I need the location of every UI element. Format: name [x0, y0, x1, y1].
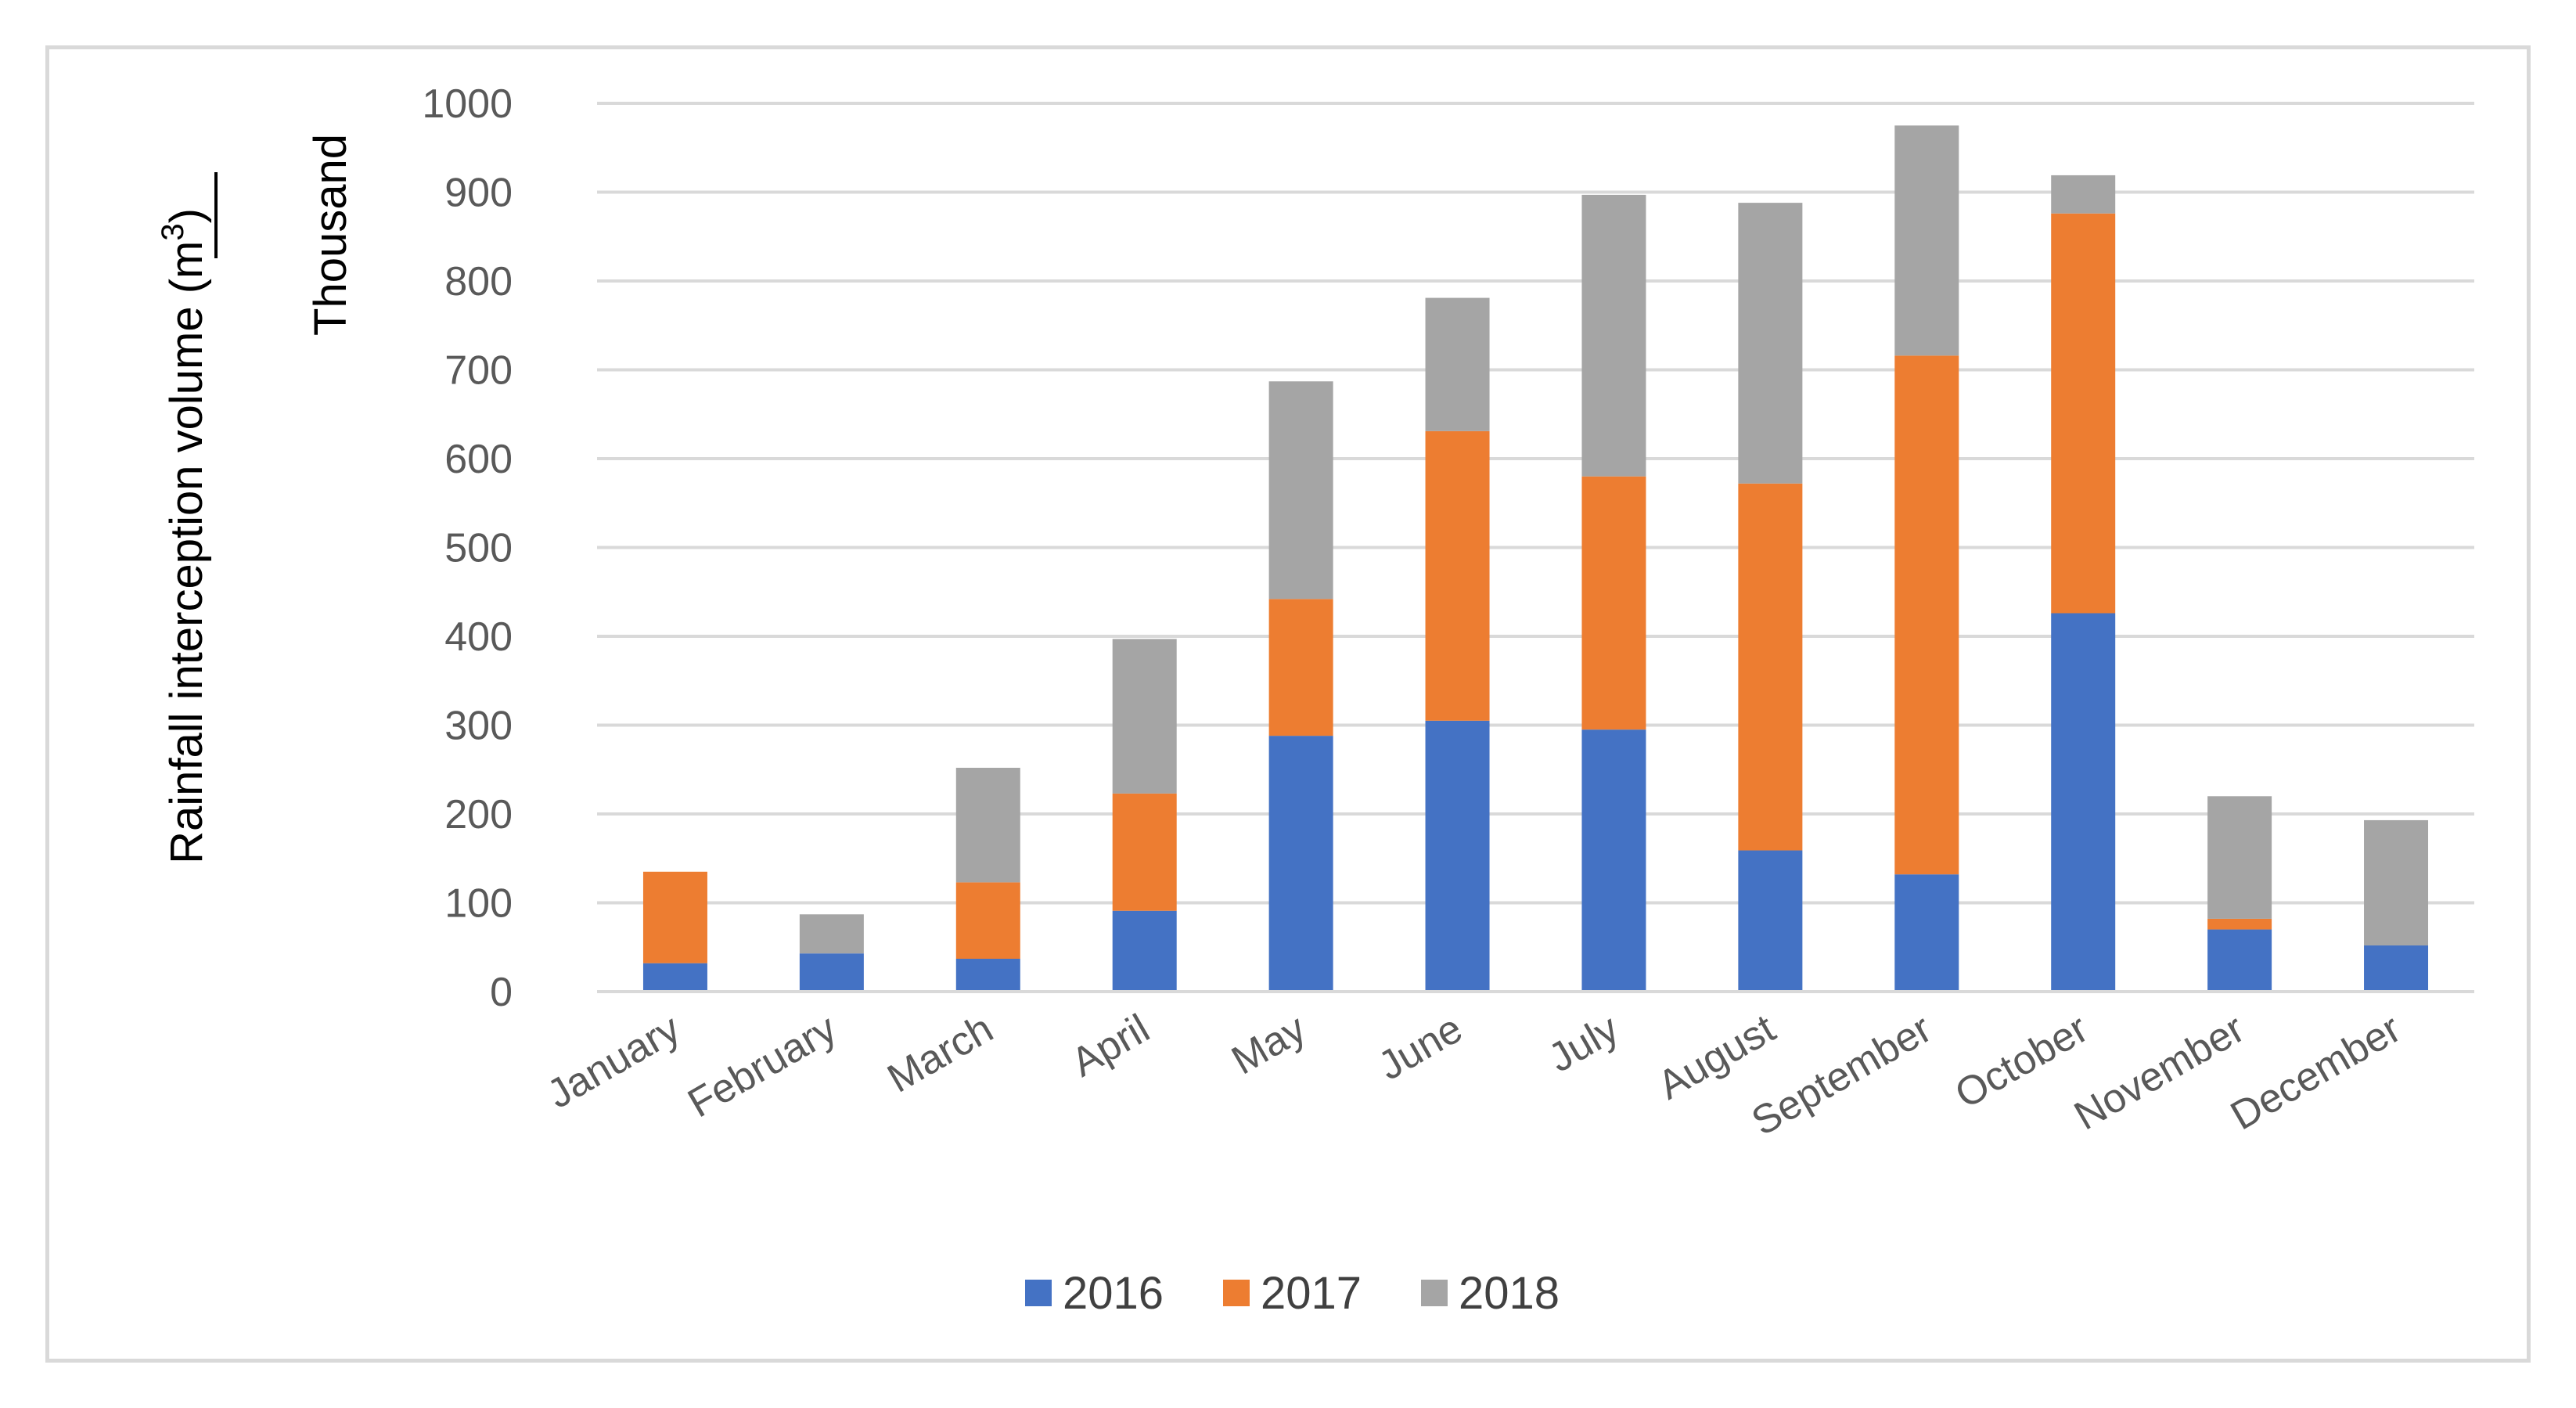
- bar-2016-january: [642, 963, 707, 992]
- bar-2016-april: [1112, 910, 1177, 992]
- y-tick-label: 1000: [422, 81, 513, 127]
- x-tick-label: March: [880, 1006, 1001, 1101]
- bar-2016-march: [955, 959, 1020, 992]
- unit-label: Thousand: [305, 134, 356, 336]
- y-tick-label: 0: [490, 970, 513, 1015]
- y-tick-label: 400: [444, 614, 513, 660]
- bar-2016-may: [1268, 736, 1333, 992]
- bar-2018-april: [1112, 639, 1177, 794]
- x-tick-label: July: [1541, 1006, 1626, 1081]
- bar-2017-january: [642, 871, 707, 963]
- y-tick-label: 100: [444, 881, 513, 927]
- y-tick-label: 600: [444, 437, 513, 482]
- x-tick-label: June: [1371, 1006, 1470, 1089]
- y-axis-title-text: Rainfall interception volume (m: [161, 241, 212, 864]
- bar-2016-december: [2364, 945, 2429, 992]
- bar-2018-june: [1425, 297, 1490, 431]
- x-tick-label: September: [1744, 1006, 1939, 1144]
- bar-2017-september: [1894, 355, 1959, 875]
- bar-2016-june: [1425, 720, 1490, 992]
- legend-swatch-2016: [1025, 1280, 1052, 1306]
- y-axis-title: Rainfall interception volume (m3): [156, 208, 212, 864]
- legend-swatch-2017: [1223, 1280, 1250, 1306]
- bar-2017-august: [1738, 483, 1803, 851]
- legend-label-2018: 2018: [1459, 1268, 1560, 1319]
- legend-swatch-2018: [1421, 1280, 1448, 1306]
- bar-2018-december: [2364, 819, 2429, 945]
- bar-2017-march: [955, 882, 1020, 960]
- gridlines: [597, 102, 2474, 905]
- y-tick-label: 700: [444, 348, 513, 394]
- y-axis-title-suffix: ): [161, 208, 212, 223]
- y-tick-label: 800: [444, 259, 513, 304]
- bar-2018-march: [955, 767, 1020, 883]
- bar-2016-october: [2051, 613, 2116, 992]
- bar-2017-april: [1112, 793, 1177, 911]
- y-tick-label: 300: [444, 704, 513, 749]
- bar-2018-may: [1268, 381, 1333, 600]
- bar-2017-june: [1425, 430, 1490, 721]
- bar-2018-october: [2051, 175, 2116, 214]
- x-tick-label: November: [2067, 1006, 2252, 1139]
- legend-label-2016: 2016: [1063, 1268, 1164, 1319]
- bar-2016-july: [1581, 729, 1646, 992]
- bar-2016-september: [1894, 874, 1959, 992]
- y-axis-ticks: 0 100 200 300 400 500 600 700 800 900 1000: [422, 81, 513, 1015]
- bar-2017-july: [1581, 476, 1646, 730]
- y-tick-label: 900: [444, 171, 513, 216]
- x-tick-label: January: [540, 1006, 688, 1118]
- legend: 2016 2017 2018: [1025, 1268, 1560, 1319]
- bar-2016-august: [1738, 850, 1803, 992]
- bar-2018-july: [1581, 194, 1646, 477]
- y-axis-title-superscript: 3: [156, 223, 190, 240]
- bar-2018-august: [1738, 203, 1803, 484]
- y-tick-label: 500: [444, 526, 513, 571]
- x-tick-label: December: [2223, 1006, 2409, 1139]
- bar-2016-november: [2207, 929, 2272, 992]
- x-tick-label: August: [1650, 1006, 1783, 1108]
- bar-2017-november: [2207, 918, 2272, 930]
- bar-2016-february: [799, 953, 864, 992]
- legend-label-2017: 2017: [1261, 1268, 1362, 1319]
- x-tick-label: April: [1064, 1006, 1157, 1086]
- y-tick-label: 200: [444, 792, 513, 837]
- bar-2018-february: [799, 914, 864, 954]
- bar-2017-october: [2051, 213, 2116, 614]
- bar-2018-november: [2207, 796, 2272, 919]
- x-tick-label: May: [1225, 1006, 1314, 1083]
- bars: [642, 125, 2429, 992]
- x-tick-label: February: [681, 1006, 844, 1126]
- bar-2017-may: [1268, 599, 1333, 736]
- bar-2018-september: [1894, 125, 1959, 356]
